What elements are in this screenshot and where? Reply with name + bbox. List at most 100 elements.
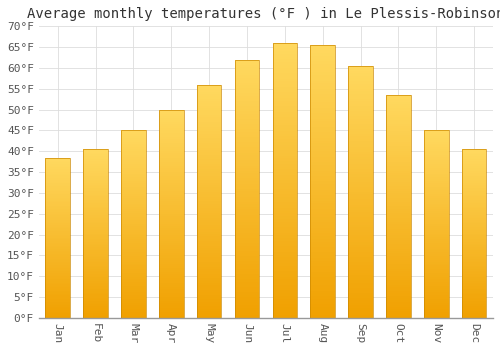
Bar — [46, 178, 70, 180]
Bar — [159, 195, 184, 197]
Bar — [348, 139, 373, 141]
Bar — [121, 241, 146, 243]
Bar — [121, 310, 146, 312]
Bar — [46, 239, 70, 241]
Bar — [310, 53, 335, 56]
Bar — [46, 187, 70, 188]
Bar — [386, 173, 410, 175]
Bar — [272, 189, 297, 191]
Bar — [197, 227, 222, 229]
Bar — [424, 172, 448, 174]
Bar — [46, 199, 70, 201]
Bar — [348, 152, 373, 154]
Bar — [310, 143, 335, 146]
Bar — [46, 265, 70, 267]
Bar — [159, 237, 184, 239]
Bar — [84, 215, 108, 217]
Bar — [386, 231, 410, 233]
Bar — [84, 259, 108, 260]
Bar — [424, 202, 448, 204]
Bar — [462, 299, 486, 301]
Bar — [272, 175, 297, 178]
Bar — [348, 91, 373, 93]
Bar — [424, 177, 448, 179]
Bar — [197, 241, 222, 243]
Bar — [386, 298, 410, 300]
Bar — [348, 164, 373, 167]
Bar — [46, 303, 70, 305]
Bar — [386, 171, 410, 173]
Bar — [310, 168, 335, 170]
Bar — [84, 245, 108, 247]
Bar — [424, 149, 448, 151]
Bar — [310, 211, 335, 214]
Bar — [424, 194, 448, 196]
Bar — [197, 250, 222, 253]
Bar — [310, 111, 335, 113]
Bar — [84, 198, 108, 200]
Bar — [348, 310, 373, 313]
Bar — [348, 167, 373, 169]
Bar — [272, 84, 297, 87]
Bar — [234, 104, 260, 106]
Bar — [272, 271, 297, 274]
Bar — [386, 233, 410, 236]
Bar — [424, 282, 448, 284]
Bar — [46, 206, 70, 207]
Bar — [121, 175, 146, 177]
Bar — [386, 144, 410, 146]
Bar — [84, 286, 108, 288]
Bar — [310, 198, 335, 201]
Bar — [121, 140, 146, 142]
Bar — [272, 62, 297, 65]
Bar — [462, 218, 486, 220]
Bar — [424, 213, 448, 215]
Bar — [46, 260, 70, 262]
Bar — [46, 294, 70, 295]
Bar — [272, 139, 297, 142]
Bar — [234, 289, 260, 292]
Bar — [310, 97, 335, 100]
Bar — [197, 145, 222, 148]
Bar — [121, 181, 146, 183]
Bar — [159, 299, 184, 301]
Bar — [121, 177, 146, 179]
Bar — [121, 264, 146, 265]
Bar — [310, 165, 335, 168]
Bar — [348, 66, 373, 318]
Bar — [462, 304, 486, 306]
Bar — [272, 112, 297, 114]
Bar — [310, 307, 335, 310]
Bar — [462, 205, 486, 206]
Bar — [462, 266, 486, 267]
Bar — [462, 191, 486, 193]
Bar — [272, 263, 297, 266]
Bar — [462, 149, 486, 318]
Bar — [424, 174, 448, 175]
Bar — [84, 154, 108, 156]
Bar — [234, 173, 260, 176]
Bar — [462, 276, 486, 278]
Bar — [84, 208, 108, 210]
Bar — [310, 225, 335, 228]
Bar — [159, 212, 184, 214]
Bar — [462, 242, 486, 244]
Bar — [121, 239, 146, 241]
Bar — [234, 65, 260, 67]
Bar — [462, 212, 486, 213]
Bar — [386, 195, 410, 197]
Bar — [462, 259, 486, 260]
Bar — [424, 153, 448, 155]
Bar — [84, 161, 108, 163]
Bar — [121, 232, 146, 233]
Bar — [386, 160, 410, 162]
Bar — [159, 201, 184, 203]
Bar — [121, 207, 146, 209]
Bar — [84, 190, 108, 191]
Bar — [197, 150, 222, 152]
Bar — [424, 264, 448, 265]
Bar — [462, 164, 486, 166]
Bar — [424, 218, 448, 220]
Bar — [46, 210, 70, 212]
Bar — [121, 196, 146, 198]
